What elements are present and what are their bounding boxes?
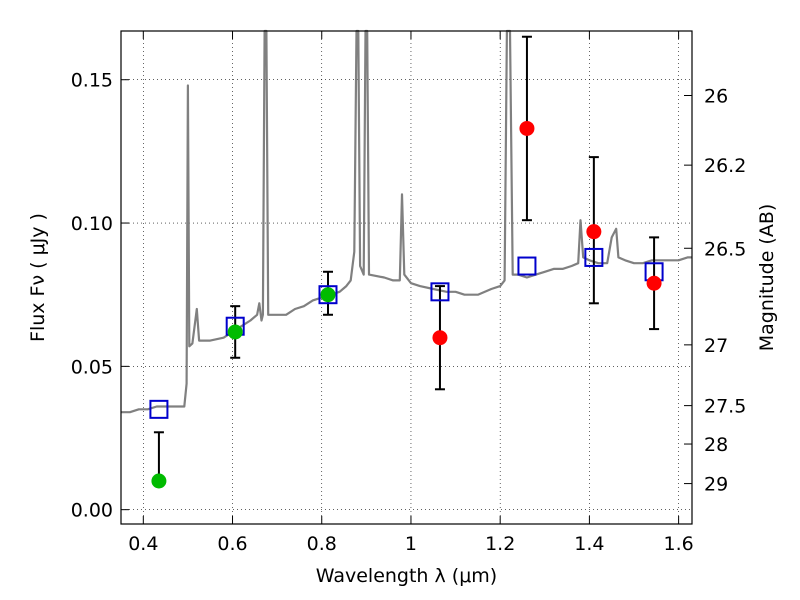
model-photometry-square — [149, 399, 169, 419]
x-tick-label: 0.8 — [307, 533, 337, 555]
y-tick-label: 0.15 — [71, 70, 113, 92]
x-tick-label: 0.6 — [217, 533, 247, 555]
model-photometry-square — [318, 285, 338, 305]
observed-flux-point — [586, 224, 602, 240]
x-tick-label: 1.6 — [664, 533, 694, 555]
model-photometry-square — [430, 282, 450, 302]
right-tick-label: 27 — [704, 335, 728, 357]
data-markers — [149, 120, 664, 489]
x-tick-label: 1 — [405, 533, 417, 555]
y-axis-label: Flux Fν ( μJy ) — [27, 213, 49, 342]
right-tick-label: 26.2 — [704, 155, 746, 177]
x-tick-label: 1.4 — [574, 533, 604, 555]
y-tick-label: 0.10 — [71, 213, 113, 235]
observed-flux-point — [519, 120, 535, 136]
right-tick-label: 26 — [704, 85, 728, 107]
model-spectrum — [121, 29, 692, 414]
y-tick-label: 0.00 — [71, 500, 113, 522]
x-axis-label: Wavelength λ (μm) — [316, 565, 497, 587]
observed-flux-point — [432, 330, 448, 346]
right-tick-label: 27.5 — [704, 396, 746, 418]
right-tick-label: 26.5 — [704, 238, 746, 260]
observed-flux-point — [227, 324, 243, 340]
x-tick-label: 1.2 — [485, 533, 515, 555]
right-axis-label: Magnitude (AB) — [756, 204, 778, 352]
y-tick-label: 0.05 — [71, 356, 113, 378]
observed-flux-point — [646, 275, 662, 291]
right-tick-label: 28 — [704, 434, 728, 456]
plot-frame — [120, 30, 693, 525]
axis-ticks: 0.4 0.6 0.8 1 1.2 1.4 1.6 0.00 0.05 0.10 0.15 26 26.… — [71, 31, 746, 555]
x-tick-label: 0.4 — [128, 533, 158, 555]
right-tick-label: 29 — [704, 474, 728, 496]
model-photometry-square — [584, 247, 604, 267]
model-spectrum-line — [121, 29, 692, 414]
observed-flux-point — [320, 287, 336, 303]
model-photometry-square — [517, 256, 537, 276]
observed-flux-point — [151, 473, 167, 489]
